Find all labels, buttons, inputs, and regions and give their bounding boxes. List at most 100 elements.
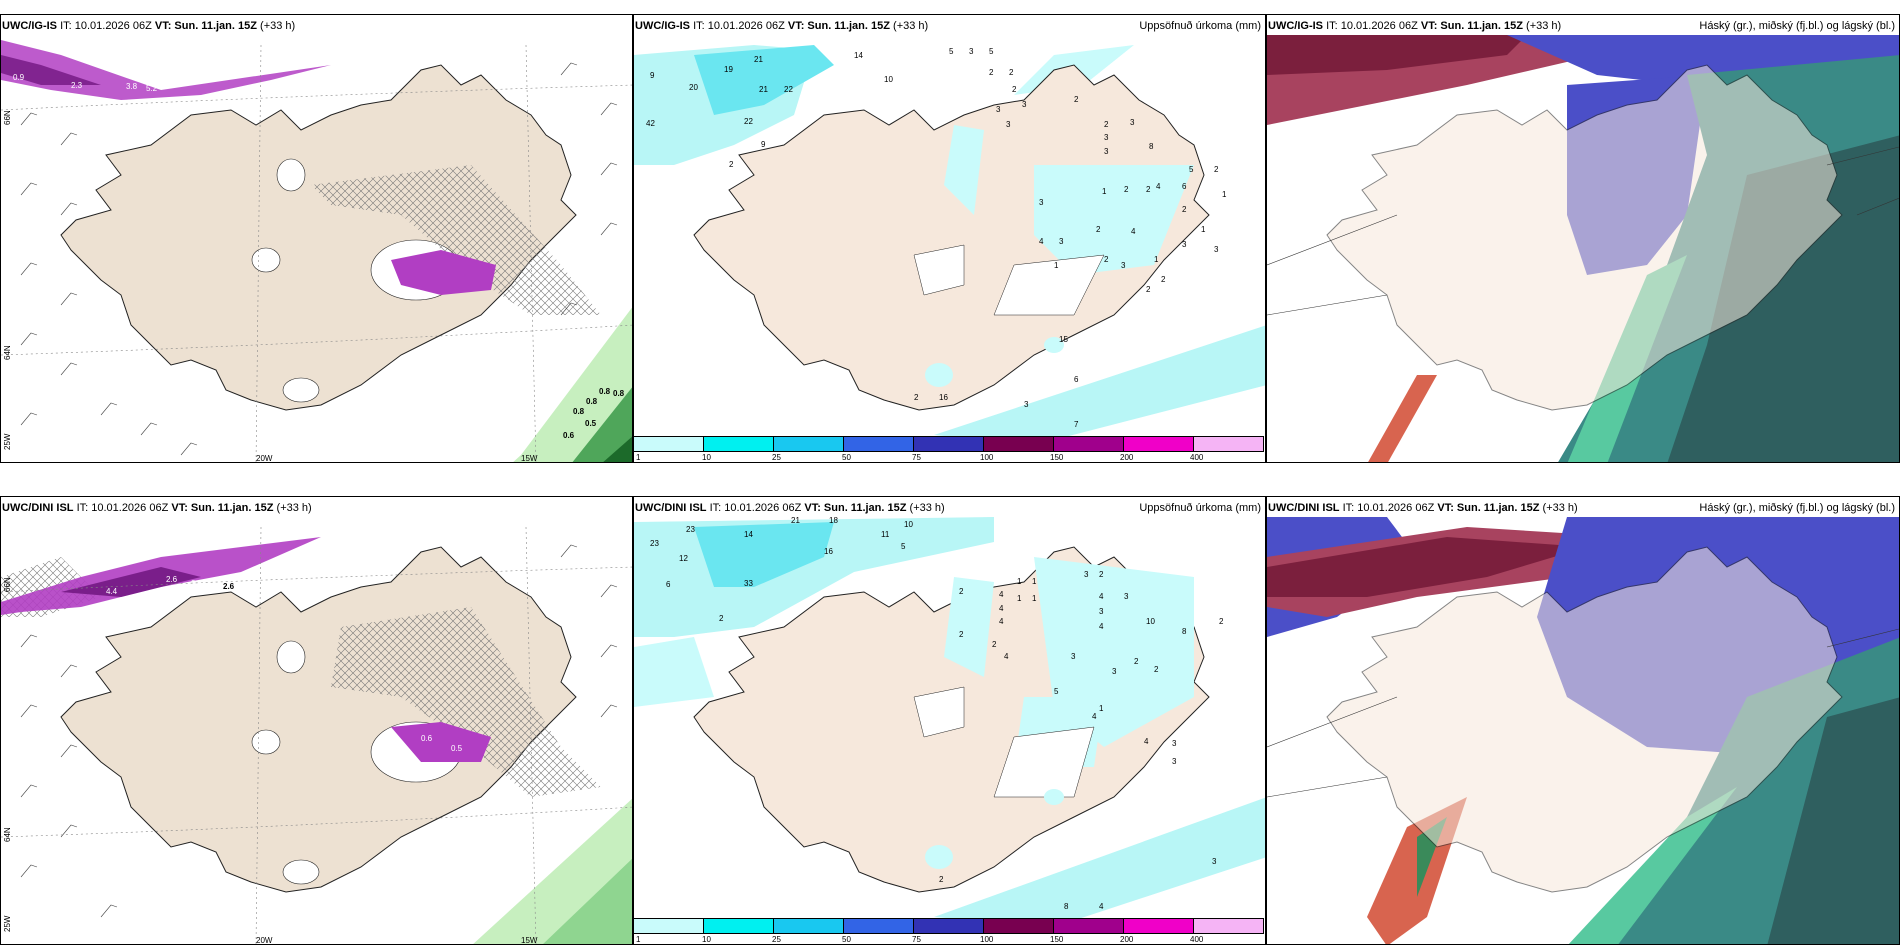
precip-value: 2 [1099,570,1103,579]
precip-value: 10 [884,75,893,84]
precip-value: 5 [1054,687,1058,696]
precip-value: 3 [1130,118,1134,127]
precip-value: 2 [719,614,723,623]
precip-value: 3 [969,47,973,56]
map-canvas [634,497,1266,945]
precip-value: 21 [791,516,800,525]
precip-value: 3 [1121,261,1125,270]
precip-value: 8 [1064,902,1068,911]
lat-label-64n: 64N [3,345,12,360]
precip-value: 2 [1214,165,1218,174]
precip-value: 1 [1201,225,1205,234]
precip-value: 6 [1182,182,1186,191]
precip-value: 8 [1149,142,1153,151]
rain-label: 2.3 [71,81,82,90]
rain-label: 3.8 [126,82,137,91]
panel-header: UWC/IG-IS IT: 10.01.2026 06Z VT: Sun. 11… [2,20,295,32]
colorbar-swatch [704,436,774,452]
precip-value: 9 [650,71,654,80]
precip-value: 10 [904,520,913,529]
precip-value: 2 [959,630,963,639]
precip-value: 2 [729,160,733,169]
colorbar-tick: 25 [772,453,781,462]
colorbar-tick: 25 [772,935,781,944]
rain-label: 0.8 [613,389,624,398]
lat-label-66n: 66N [3,110,12,125]
colorbar-swatch [914,918,984,934]
precip-value: 1 [1154,255,1158,264]
panel-wind-precip-igis[interactable]: UWC/IG-IS IT: 10.01.2026 06Z VT: Sun. 11… [0,14,633,463]
precip-value: 6 [1074,375,1078,384]
precip-value: 11 [881,530,889,539]
colorbar-swatch [774,918,844,934]
precip-value: 2 [1104,255,1108,264]
precip-value: 14 [744,530,753,539]
precip-value: 3 [1099,607,1103,616]
lon-label-20w: 20W [256,454,272,463]
colorbar-tick: 1 [636,453,640,462]
precip-value: 2 [1104,120,1108,129]
map-canvas [1267,15,1900,463]
rain-label: 2.6 [191,579,202,588]
colorbar-swatch [1054,918,1124,934]
precip-value: 3 [1059,237,1063,246]
colorbar-tick: 75 [912,453,921,462]
precip-value: 5 [901,542,905,551]
precip-value: 2 [939,875,943,884]
lon-label-25w: 25W [3,916,12,932]
rain-label: 0.8 [599,387,610,396]
rain-label: 0.6 [563,431,574,440]
panel-clouds-dini[interactable]: UWC/DINI ISL IT: 10.01.2026 06Z VT: Sun.… [1266,496,1900,945]
precip-value: 2 [1096,225,1100,234]
precip-value: 18 [829,516,838,525]
colorbar-tick: 10 [702,935,711,944]
panel-precip-igis[interactable]: UWC/IG-IS IT: 10.01.2026 06Z VT: Sun. 11… [633,14,1266,463]
colorbar-swatch [634,436,704,452]
panel-header: UWC/DINI ISL IT: 10.01.2026 06Z VT: Sun.… [635,502,945,514]
lon-label-15w: 15W [521,454,537,463]
precip-value: 3 [1182,240,1186,249]
panel-precip-dini[interactable]: UWC/DINI ISL IT: 10.01.2026 06Z VT: Sun.… [633,496,1266,945]
precip-value: 3 [1024,400,1028,409]
precip-value: 3 [1006,120,1010,129]
colorbar-swatch [634,918,704,934]
rain-label: 0.9 [13,73,24,82]
precip-value: 3 [1212,857,1216,866]
precip-value: 4 [1004,652,1008,661]
precip-value: 4 [1099,622,1103,631]
precip-value: 4 [1131,227,1135,236]
precip-value: 3 [1104,147,1108,156]
precip-value: 2 [992,640,996,649]
colorbar-swatch [704,918,774,934]
precip-value: 3 [1124,592,1128,601]
colorbar-tick: 100 [980,935,993,944]
colorbar-tick: 75 [912,935,921,944]
colorbar-tick: 400 [1190,453,1203,462]
precip-value: 15 [1059,335,1068,344]
rain-label: 0.8 [573,407,584,416]
rain-label: 0.6 [421,734,432,743]
rain-label: 4.4 [106,587,117,596]
precip-value: 1 [1102,187,1106,196]
precip-value: 2 [989,68,993,77]
colorbar-swatch [844,436,914,452]
colorbar-swatch [774,436,844,452]
panel-clouds-igis[interactable]: UWC/IG-IS IT: 10.01.2026 06Z VT: Sun. 11… [1266,14,1900,463]
colorbar-swatch [914,436,984,452]
colorbar-swatch [984,436,1054,452]
precip-value: 3 [996,105,1000,114]
colorbar-swatch [844,918,914,934]
rain-label: 0.5 [451,744,462,753]
precip-value: 3 [1104,133,1108,142]
precip-value: 1 [1017,577,1021,586]
panel-wind-precip-dini[interactable]: UWC/DINI ISL IT: 10.01.2026 06Z VT: Sun.… [0,496,633,945]
rain-label: 0.5 [585,419,596,428]
precip-value: 10 [1146,617,1155,626]
precip-value: 14 [854,51,863,60]
precip-value: 2 [1012,85,1016,94]
lat-label-64n: 64N [3,827,12,842]
map-canvas [1267,497,1900,945]
precip-value: 23 [650,539,659,548]
panel-header: UWC/IG-IS IT: 10.01.2026 06Z VT: Sun. 11… [635,20,928,32]
lon-label-15w: 15W [521,936,537,945]
